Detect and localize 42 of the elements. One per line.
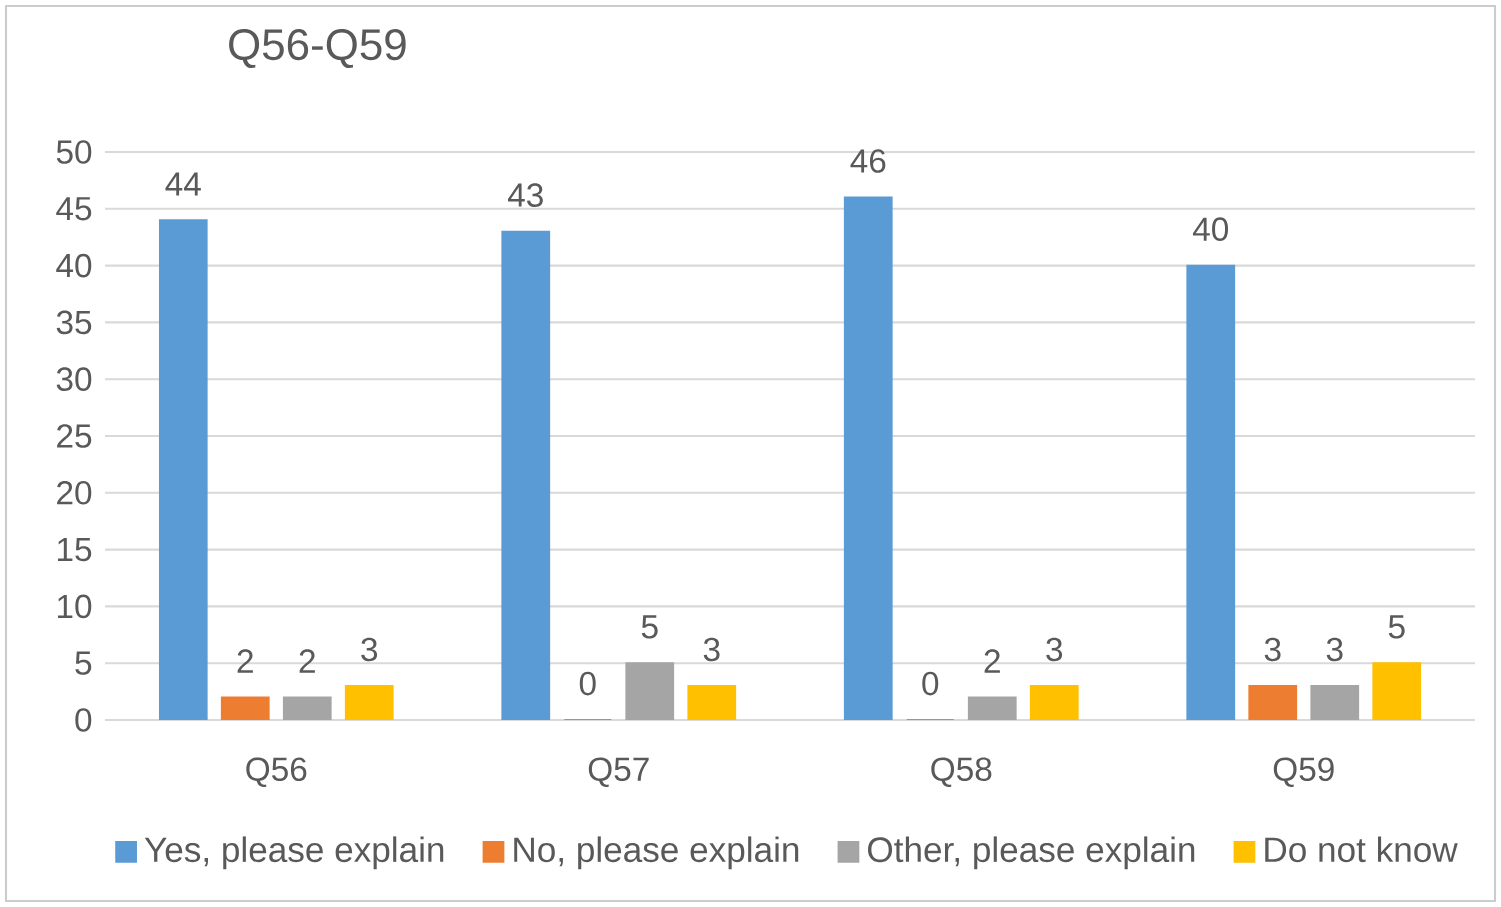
data-label: 44 [165,172,201,196]
y-tick-label: 15 [57,537,92,562]
data-label: 43 [507,183,543,207]
data-label: 3 [361,637,378,662]
legend-label: Do not know [1265,836,1458,863]
x-tick-label: Q58 [931,757,992,788]
data-label: 3 [703,637,720,662]
data-label: 3 [1326,637,1343,662]
x-tick-label: Q59 [1273,757,1334,788]
data-label: 2 [299,649,315,673]
y-tick-label: 35 [56,310,92,335]
legend-label: Other, please explain [868,836,1195,870]
data-label: 2 [237,649,253,673]
y-tick-label: 25 [57,424,92,448]
data-label: 3 [1046,637,1063,662]
y-tick-label: 0 [75,708,92,732]
data-label: 2 [984,649,1000,673]
data-label: 5 [641,615,658,639]
y-tick-label: 10 [57,594,92,619]
y-tick-label: 40 [56,253,92,278]
data-label: 0 [579,671,596,696]
bar [967,696,1017,720]
y-tick-label: 45 [56,197,92,221]
y-tick-label: 50 [56,140,92,164]
y-tick-label: 20 [57,480,92,505]
data-label: 0 [922,671,939,696]
data-label: 46 [850,149,886,173]
y-tick-label: 30 [56,367,92,392]
bar [625,662,675,720]
bar [1310,685,1360,720]
legend-label: No, please explain [514,836,799,870]
bar [1248,685,1298,720]
data-label: 5 [1388,615,1405,639]
x-tick-label: Q56 [246,757,307,788]
legend-label: Yes, please explain [144,836,444,870]
y-tick-label: 5 [75,651,92,675]
bar [220,696,270,720]
bar [282,696,332,720]
x-tick-label: Q57 [588,757,649,788]
data-label: 3 [1264,637,1281,662]
data-label: 40 [1192,217,1229,242]
chart-title: Q56-Q59 [229,29,406,69]
